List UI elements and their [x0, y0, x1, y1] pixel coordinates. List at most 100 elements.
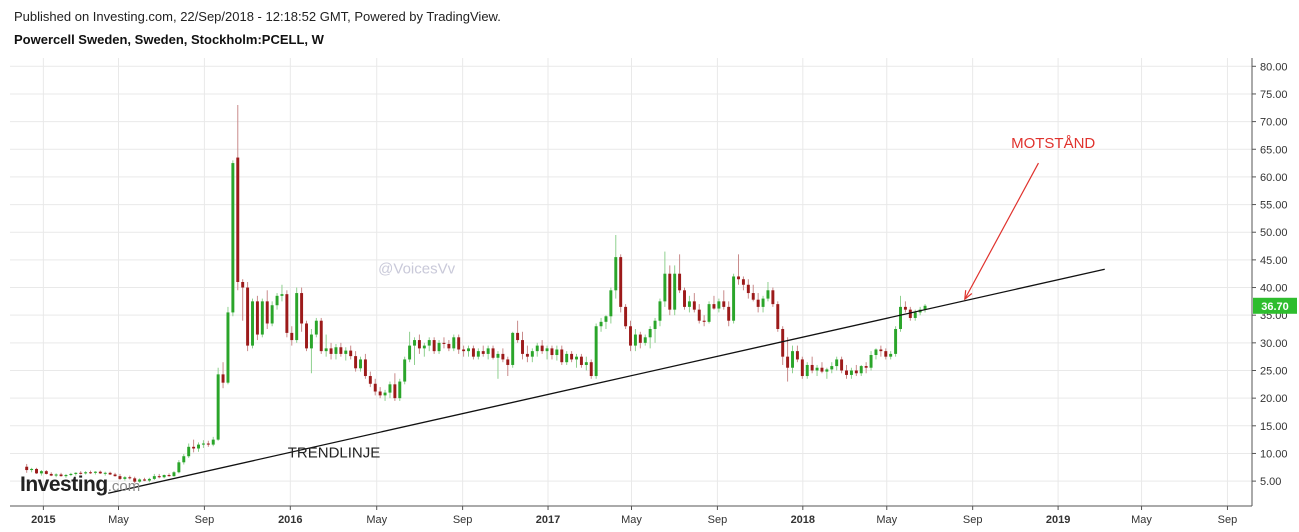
- candle-body: [800, 359, 804, 377]
- candle-body: [908, 309, 912, 318]
- candle-body: [604, 316, 608, 322]
- candle-body: [260, 301, 264, 335]
- candle-body: [471, 348, 475, 357]
- candle-body: [231, 163, 235, 313]
- candle-body: [795, 351, 799, 360]
- candle-body: [241, 282, 245, 288]
- candle-body: [584, 362, 588, 365]
- x-tick-label: May: [621, 514, 642, 526]
- candle-body: [746, 284, 750, 294]
- candle-body: [845, 370, 848, 375]
- candle-body: [363, 359, 367, 377]
- trendline: [108, 268, 1105, 494]
- candle-body: [113, 474, 117, 477]
- candle-body: [354, 356, 358, 369]
- candle-body: [732, 276, 736, 321]
- candle-body: [521, 340, 524, 354]
- candle-body: [589, 362, 593, 377]
- logo-main-text: Investing: [20, 473, 108, 496]
- candle-body: [432, 340, 436, 352]
- candle-body: [771, 290, 775, 305]
- candle-body: [791, 351, 794, 368]
- candle-body: [741, 279, 745, 285]
- candle-body: [388, 384, 392, 393]
- x-tick-label: Sep: [708, 514, 728, 526]
- candle-body: [501, 353, 505, 360]
- candle-body: [727, 306, 731, 321]
- candle-body: [177, 462, 181, 473]
- last-price-badge: [1253, 297, 1297, 314]
- candle-body: [751, 293, 755, 300]
- candle-body: [226, 312, 230, 383]
- candle-body: [781, 329, 785, 357]
- candle-body: [167, 475, 171, 477]
- candle-body: [835, 359, 839, 367]
- candle-body: [697, 309, 701, 321]
- candle-body: [437, 342, 441, 352]
- candle-body: [599, 321, 603, 327]
- candle-body: [147, 478, 151, 481]
- candle-body: [221, 374, 225, 383]
- candle-body: [687, 301, 691, 307]
- y-tick-label: 15.00: [1260, 421, 1288, 433]
- candle-body: [133, 478, 137, 482]
- candle-body: [172, 472, 176, 477]
- candle-body: [579, 356, 583, 365]
- arrow-line: [964, 162, 1039, 300]
- y-tick-label: 30.00: [1260, 338, 1288, 350]
- candle-body: [668, 273, 672, 310]
- candle-body: [54, 474, 58, 476]
- candle-body: [413, 340, 416, 346]
- candle-body: [638, 334, 642, 343]
- candle-body: [786, 356, 790, 368]
- x-tick-label: 2016: [278, 514, 302, 526]
- candle-body: [619, 257, 623, 307]
- candle-body: [359, 359, 362, 369]
- y-tick-label: 50.00: [1260, 227, 1288, 239]
- candle-body: [467, 348, 470, 352]
- x-tick-label: Sep: [453, 514, 473, 526]
- candle-body: [722, 301, 726, 307]
- published-line: Published on Investing.com, 22/Sep/2018 …: [14, 9, 501, 24]
- candle-body: [545, 348, 549, 352]
- candle-body: [74, 472, 78, 474]
- candle-body: [825, 369, 829, 372]
- investing-logo: Investing.com: [20, 473, 140, 497]
- candle-body: [197, 444, 200, 449]
- candle-body: [79, 472, 83, 474]
- candle-body: [648, 329, 652, 338]
- candle-body: [535, 345, 539, 352]
- y-tick-label: 10.00: [1260, 448, 1288, 460]
- x-tick-label: 2017: [536, 514, 560, 526]
- candle-body: [89, 472, 92, 474]
- candle-body: [830, 366, 834, 370]
- candle-body: [334, 347, 338, 354]
- candle-body: [211, 439, 215, 445]
- candle-body: [59, 474, 63, 477]
- candle-body: [614, 257, 618, 291]
- y-tick-label: 75.00: [1260, 89, 1288, 101]
- candle-body: [339, 347, 343, 354]
- candle-body: [496, 353, 500, 358]
- candle-body: [187, 446, 191, 457]
- candle-body: [383, 392, 387, 396]
- overlays: @VoicesVv MOTSTÅND TRENDLINJE: [108, 135, 1105, 494]
- candle-body: [766, 290, 770, 299]
- x-tick-label: Sep: [195, 514, 215, 526]
- x-tick-label: Sep: [1218, 514, 1238, 526]
- candle-body: [265, 301, 269, 324]
- candle-body: [476, 351, 480, 357]
- candle-body: [609, 290, 613, 317]
- y-tick-label: 45.00: [1260, 255, 1288, 267]
- candle-body: [702, 320, 706, 322]
- candle-body: [840, 359, 844, 371]
- candle-body: [84, 472, 88, 474]
- y-tick-label: 20.00: [1260, 393, 1288, 405]
- candle-body: [373, 383, 377, 392]
- candle-body: [761, 298, 765, 307]
- candle-body: [678, 273, 682, 291]
- candles: [25, 105, 927, 484]
- x-tick-label: 2015: [31, 514, 55, 526]
- candle-body: [300, 293, 304, 324]
